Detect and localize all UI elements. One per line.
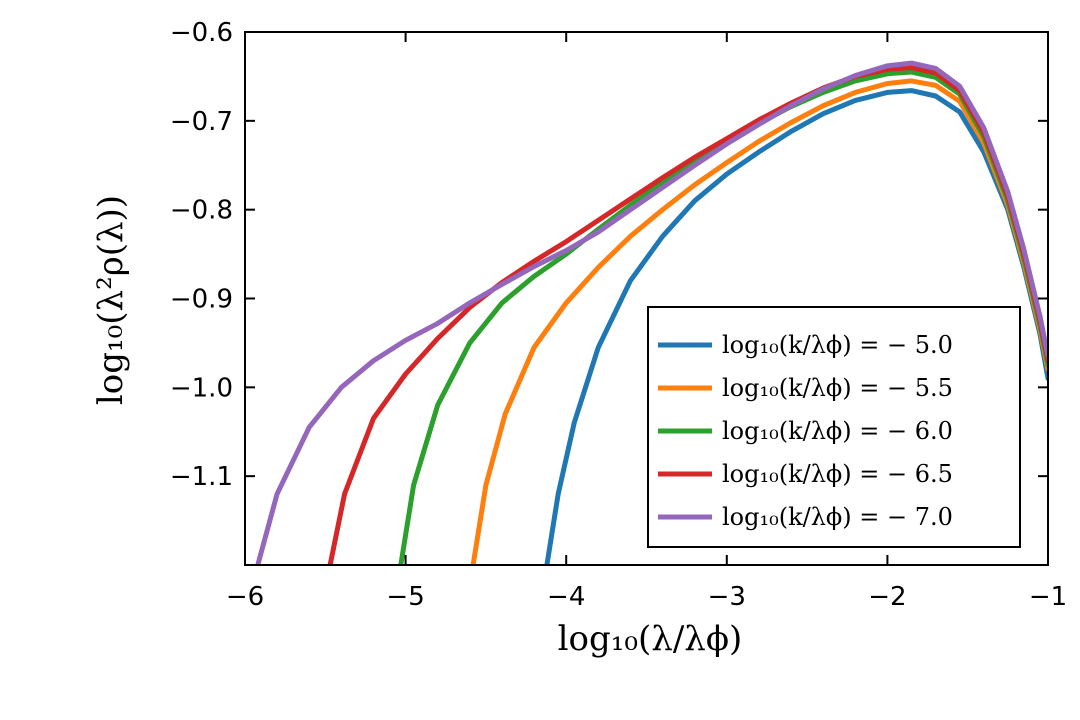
axes: −6 −5 −4 −3 −2 −1 −0.6 −0.7 −0.8 −0.9 −1.0 −1.1 [170,18,1067,612]
x-tick-label: −3 [708,582,746,612]
x-tick-label: −5 [386,582,424,612]
x-tick-label: −6 [226,582,264,612]
legend-label-1: log₁₀(k/λϕ) = − 5.0 [722,331,953,359]
y-tick-label: −0.8 [170,196,233,226]
x-tick-label: −2 [868,582,906,612]
y-tick-label: −1.1 [170,462,233,492]
series-line-5 [255,60,1048,565]
legend-label-5: log₁₀(k/λϕ) = − 7.0 [722,503,953,531]
y-tick-label: −1.0 [170,373,233,403]
legend-label-3: log₁₀(k/λϕ) = − 6.0 [722,417,953,445]
y-tick-label: −0.9 [170,285,233,315]
y-tick-label: −0.7 [170,107,233,137]
x-tick-label: −4 [547,582,585,612]
y-tick-label: −0.6 [170,18,233,48]
plot-area [255,60,1048,565]
legend-label-2: log₁₀(k/λϕ) = − 5.5 [722,374,953,402]
legend-label-4: log₁₀(k/λϕ) = − 6.5 [722,460,953,488]
x-axis-label: log₁₀(λ/λϕ) [558,619,743,659]
legend: log₁₀(k/λϕ) = − 5.0 log₁₀(k/λϕ) = − 5.5 lo… [647,306,1021,548]
x-tick-label: −1 [1029,582,1067,612]
y-axis-label: log₁₀(λ²ρ(λ)) [91,195,131,405]
